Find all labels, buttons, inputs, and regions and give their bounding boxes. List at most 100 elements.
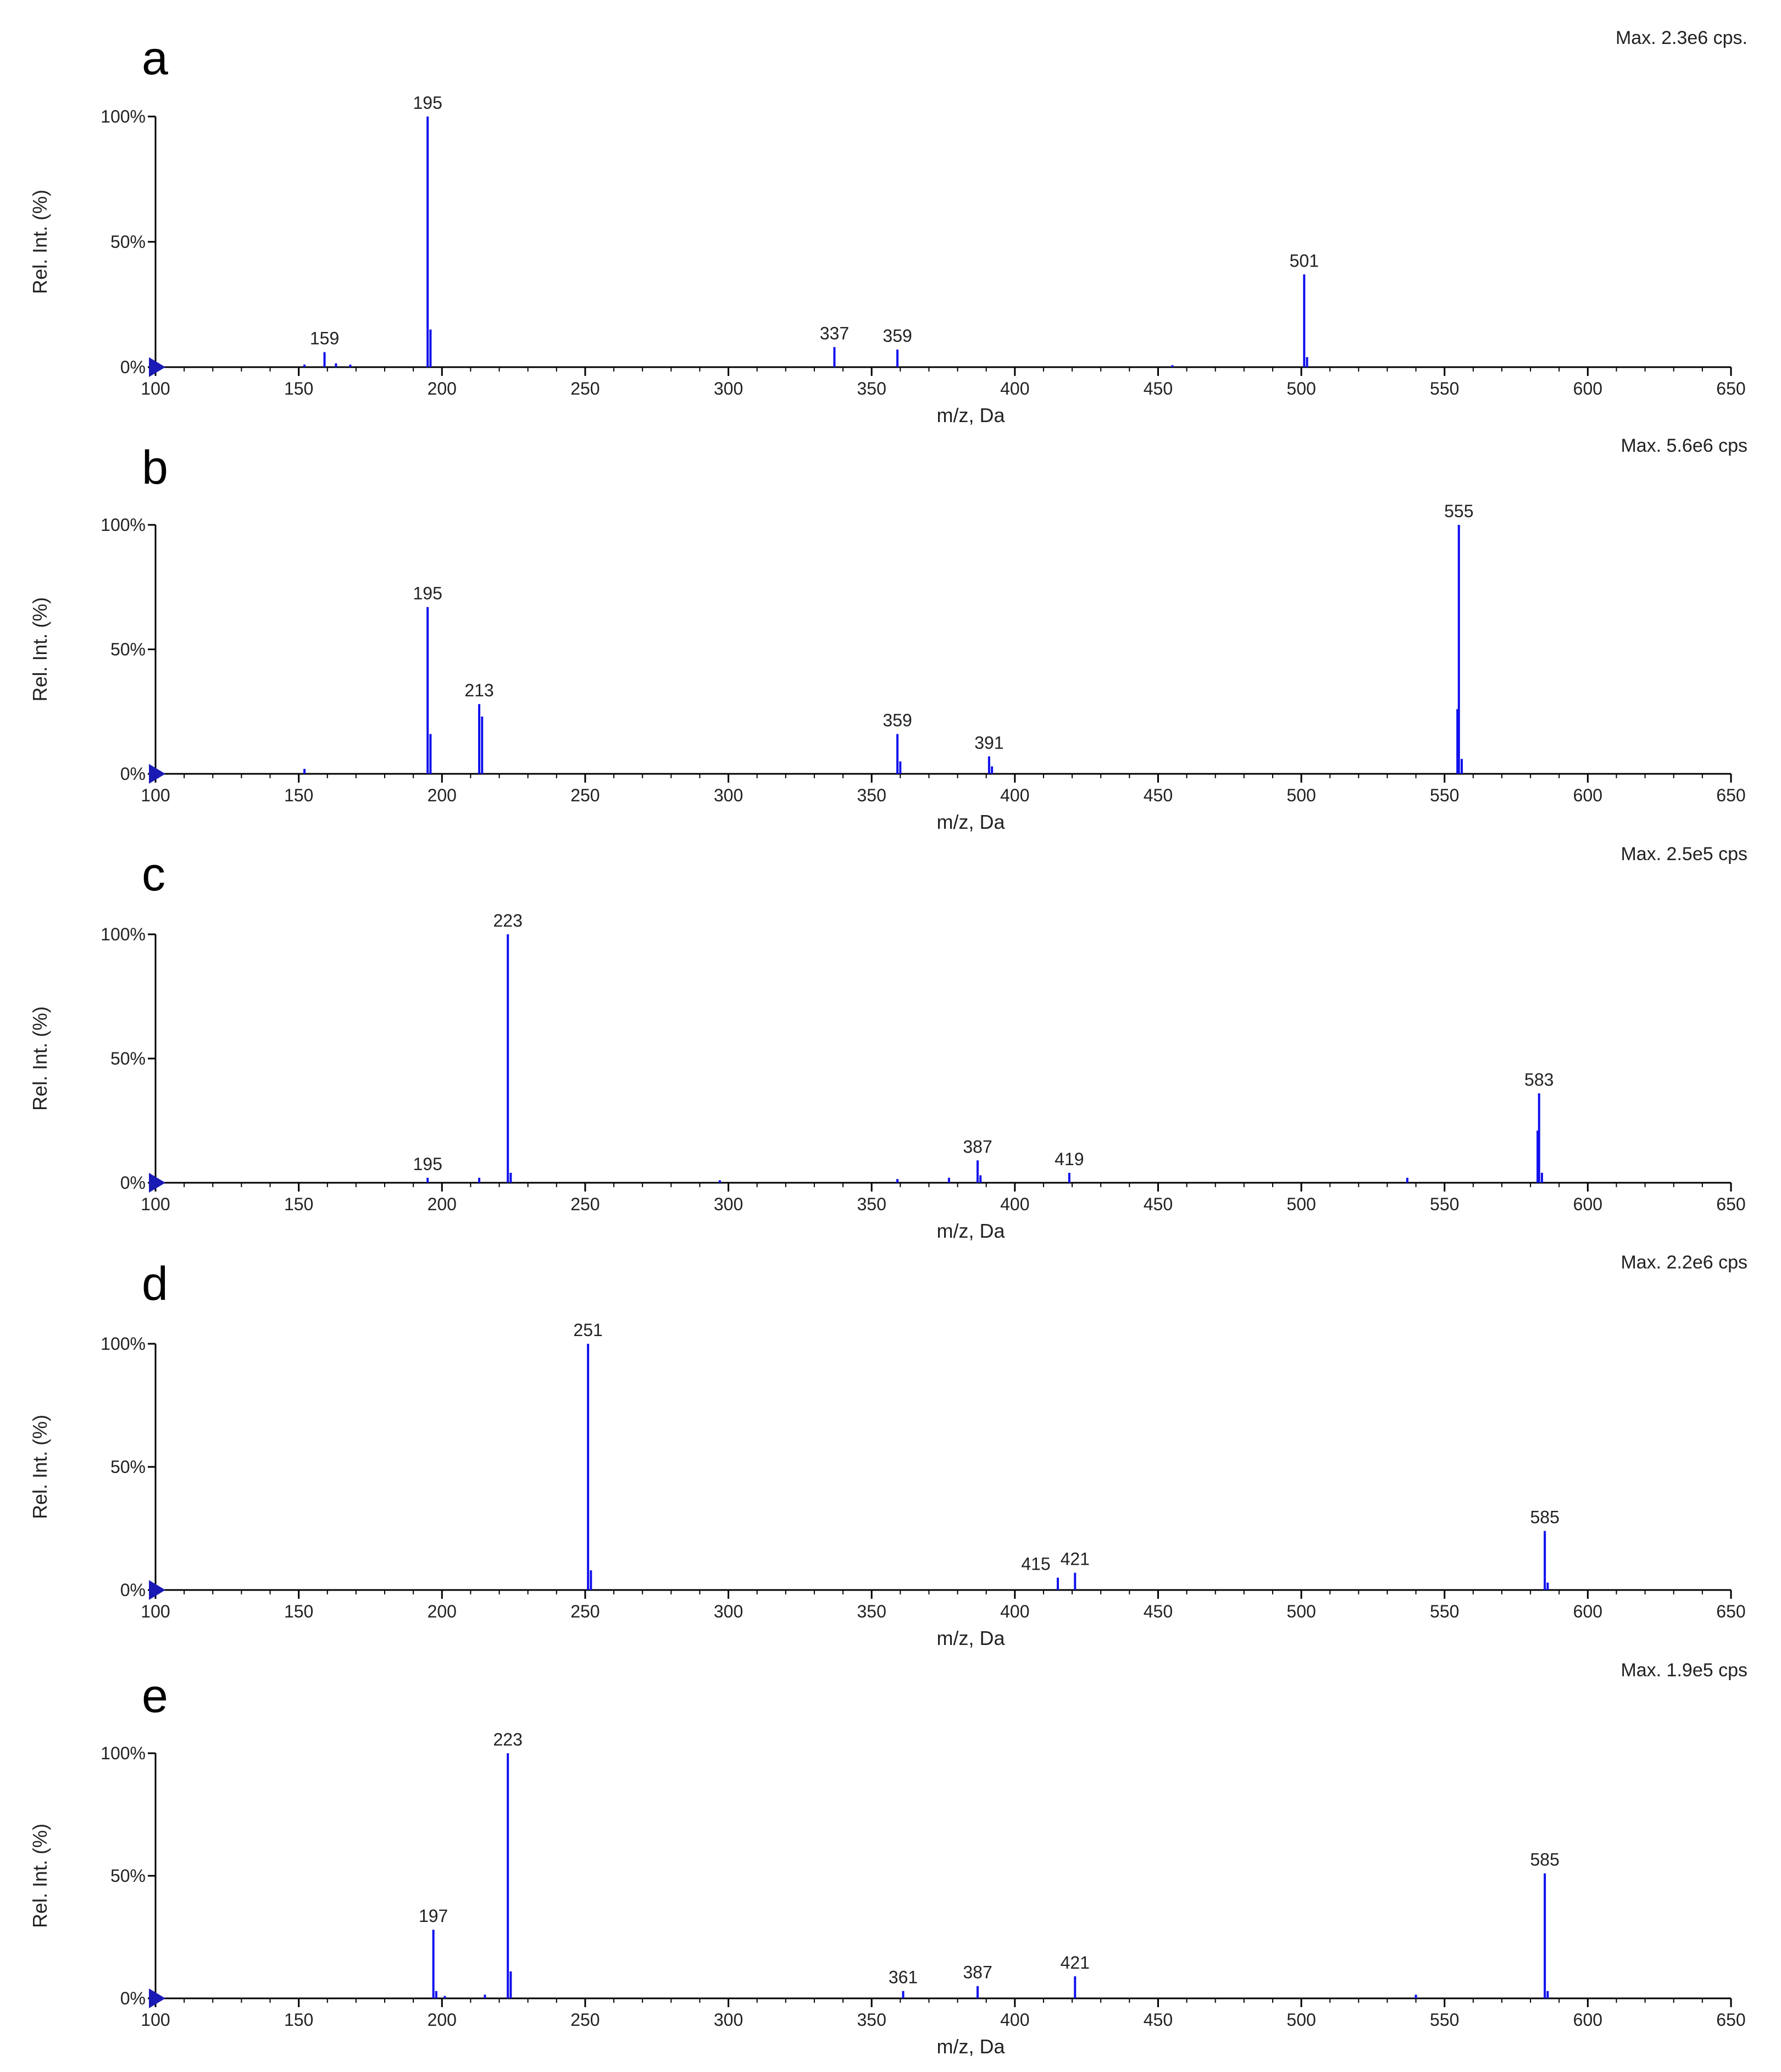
- zero-marker-icon: [149, 1580, 165, 1600]
- peak-label: 391: [974, 733, 1003, 752]
- peak-label: 223: [493, 911, 522, 930]
- x-tick-label: 300: [714, 2010, 743, 2030]
- peak-label: 195: [413, 93, 442, 113]
- peak-label: 501: [1290, 251, 1319, 270]
- x-tick-label: 250: [570, 1194, 600, 1214]
- y-tick-label: 0%: [120, 1988, 146, 2008]
- x-tick-label: 550: [1430, 785, 1459, 805]
- panel-letter: d: [142, 1257, 168, 1310]
- y-tick-label: 100%: [101, 107, 146, 126]
- x-tick-label: 100: [141, 1602, 170, 1621]
- zero-marker-icon: [149, 357, 165, 377]
- x-tick-label: 200: [428, 1602, 457, 1621]
- peak-label: 359: [883, 711, 912, 730]
- x-tick-label: 400: [1000, 785, 1029, 805]
- x-tick-label: 450: [1144, 2010, 1173, 2030]
- x-tick-label: 400: [1000, 379, 1029, 398]
- x-tick-label: 650: [1716, 2010, 1745, 2030]
- x-axis-title: m/z, Da: [936, 1220, 1005, 1242]
- x-tick-label: 450: [1144, 1602, 1173, 1621]
- x-tick-label: 400: [1000, 1194, 1029, 1214]
- y-tick-label: 0%: [120, 1173, 146, 1193]
- zero-marker-icon: [149, 764, 165, 784]
- y-tick-label: 100%: [101, 924, 146, 944]
- max-intensity-label: Max. 2.2e6 cps: [1621, 1252, 1747, 1273]
- x-tick-label: 150: [284, 1194, 313, 1214]
- x-tick-label: 550: [1430, 1194, 1459, 1214]
- x-tick-label: 200: [428, 1194, 457, 1214]
- spectrum-panel-d: d Max. 2.2e6 cps 0% 50% 100% 100 150 200 250 300 3…: [29, 1252, 1747, 1649]
- x-tick-label: 650: [1716, 785, 1745, 805]
- spectrum-panel-b: b Max. 5.6e6 cps 0% 50% 100% 100 150 200 250 300 3…: [29, 435, 1747, 833]
- y-tick-label: 50%: [110, 640, 146, 660]
- x-axis-title: m/z, Da: [936, 1627, 1005, 1649]
- x-tick-label: 650: [1716, 1602, 1745, 1621]
- spectrum-panel-c: c Max. 2.5e5 cps 0% 50% 100% 100 150 200 250 300 3…: [29, 844, 1747, 1242]
- y-tick-label: 100%: [101, 1334, 146, 1354]
- x-tick-label: 450: [1144, 379, 1173, 398]
- peak-label: 421: [1061, 1549, 1090, 1569]
- x-axis-title: m/z, Da: [936, 811, 1005, 833]
- x-tick-label: 200: [428, 785, 457, 805]
- max-intensity-label: Max. 2.5e5 cps: [1621, 844, 1747, 865]
- y-tick-label: 100%: [101, 515, 146, 535]
- y-tick-label: 50%: [110, 1049, 146, 1068]
- x-tick-label: 200: [428, 379, 457, 398]
- y-tick-label: 50%: [110, 232, 146, 252]
- x-tick-label: 550: [1430, 379, 1459, 398]
- x-tick-label: 150: [284, 1602, 313, 1621]
- x-tick-label: 550: [1430, 1602, 1459, 1621]
- peak-label: 195: [413, 1154, 442, 1174]
- peak-label: 197: [419, 1906, 448, 1926]
- x-tick-label: 350: [857, 785, 886, 805]
- x-tick-label: 300: [714, 379, 743, 398]
- peak-label: 195: [413, 583, 442, 603]
- y-axis-title: Rel. Int. (%): [29, 1006, 51, 1111]
- x-tick-label: 500: [1286, 1194, 1316, 1214]
- x-tick-label: 600: [1573, 785, 1602, 805]
- x-tick-label: 100: [141, 785, 170, 805]
- spectrum-panel-e: e Max. 1.9e5 cps 0% 50% 100% 100 150 200 250 300 3…: [29, 1660, 1747, 2058]
- peak-label: 585: [1530, 1507, 1559, 1527]
- y-tick-label: 0%: [120, 1580, 146, 1600]
- y-tick-label: 100%: [101, 1743, 146, 1763]
- x-tick-label: 350: [857, 1194, 886, 1214]
- y-tick-label: 0%: [120, 764, 146, 784]
- spectrum-panel-a: a Max. 2.3e6 cps. 0% 50% 100% 100 150 200 250 300…: [29, 27, 1747, 426]
- peak-label: 583: [1524, 1070, 1553, 1089]
- x-axis-title: m/z, Da: [936, 404, 1005, 426]
- y-axis-title: Rel. Int. (%): [29, 1824, 51, 1928]
- peak-label: 361: [889, 1968, 918, 1987]
- x-tick-label: 600: [1573, 1194, 1602, 1214]
- peak-label: 359: [883, 326, 912, 346]
- x-tick-label: 500: [1286, 785, 1316, 805]
- peak-label: 585: [1530, 1850, 1559, 1870]
- x-tick-label: 400: [1000, 1602, 1029, 1621]
- x-tick-label: 650: [1716, 1194, 1745, 1214]
- x-tick-label: 350: [857, 1602, 886, 1621]
- zero-marker-icon: [149, 1173, 165, 1193]
- x-tick-label: 600: [1573, 379, 1602, 398]
- x-tick-label: 300: [714, 785, 743, 805]
- x-tick-label: 650: [1716, 379, 1745, 398]
- x-tick-label: 100: [141, 2010, 170, 2030]
- peak-label: 337: [820, 324, 849, 344]
- x-axis-title: m/z, Da: [936, 2035, 1005, 2058]
- panel-letter: a: [142, 32, 168, 85]
- y-tick-label: 0%: [120, 357, 146, 377]
- x-tick-label: 550: [1430, 2010, 1459, 2030]
- x-tick-label: 100: [141, 379, 170, 398]
- peak-label: 159: [310, 329, 339, 348]
- peak-label: 419: [1055, 1149, 1084, 1169]
- y-tick-label: 50%: [110, 1866, 146, 1886]
- x-tick-label: 500: [1286, 1602, 1316, 1621]
- peak-label: 387: [963, 1137, 992, 1156]
- x-tick-label: 600: [1573, 1602, 1602, 1621]
- x-tick-label: 100: [141, 1194, 170, 1214]
- y-axis-title: Rel. Int. (%): [29, 190, 51, 294]
- peak-label: 251: [573, 1320, 602, 1340]
- x-tick-label: 400: [1000, 2010, 1029, 2030]
- y-axis-title: Rel. Int. (%): [29, 597, 51, 701]
- x-tick-label: 350: [857, 2010, 886, 2030]
- peak-label: 223: [493, 1730, 522, 1749]
